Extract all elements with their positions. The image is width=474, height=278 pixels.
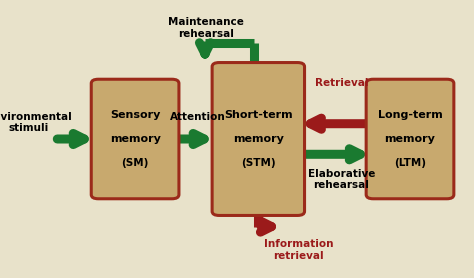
Text: Short-term: Short-term xyxy=(224,110,292,120)
Text: Environmental
stimuli: Environmental stimuli xyxy=(0,111,71,133)
Text: Long-term: Long-term xyxy=(378,110,442,120)
Text: memory: memory xyxy=(384,134,436,144)
Text: (LTM): (LTM) xyxy=(394,158,426,168)
Text: Elaborative
rehearsal: Elaborative rehearsal xyxy=(308,168,375,190)
FancyBboxPatch shape xyxy=(91,79,179,199)
FancyBboxPatch shape xyxy=(366,79,454,199)
Text: Attention: Attention xyxy=(170,112,226,122)
FancyBboxPatch shape xyxy=(212,63,304,215)
Text: memory: memory xyxy=(233,134,284,144)
Text: (STM): (STM) xyxy=(241,158,276,168)
Text: Information
retrieval: Information retrieval xyxy=(264,239,333,261)
Text: (SM): (SM) xyxy=(121,158,149,168)
Text: Retrieval: Retrieval xyxy=(315,78,368,88)
Text: memory: memory xyxy=(109,134,161,144)
Text: Maintenance
rehearsal: Maintenance rehearsal xyxy=(168,17,244,39)
Text: Sensory: Sensory xyxy=(110,110,160,120)
